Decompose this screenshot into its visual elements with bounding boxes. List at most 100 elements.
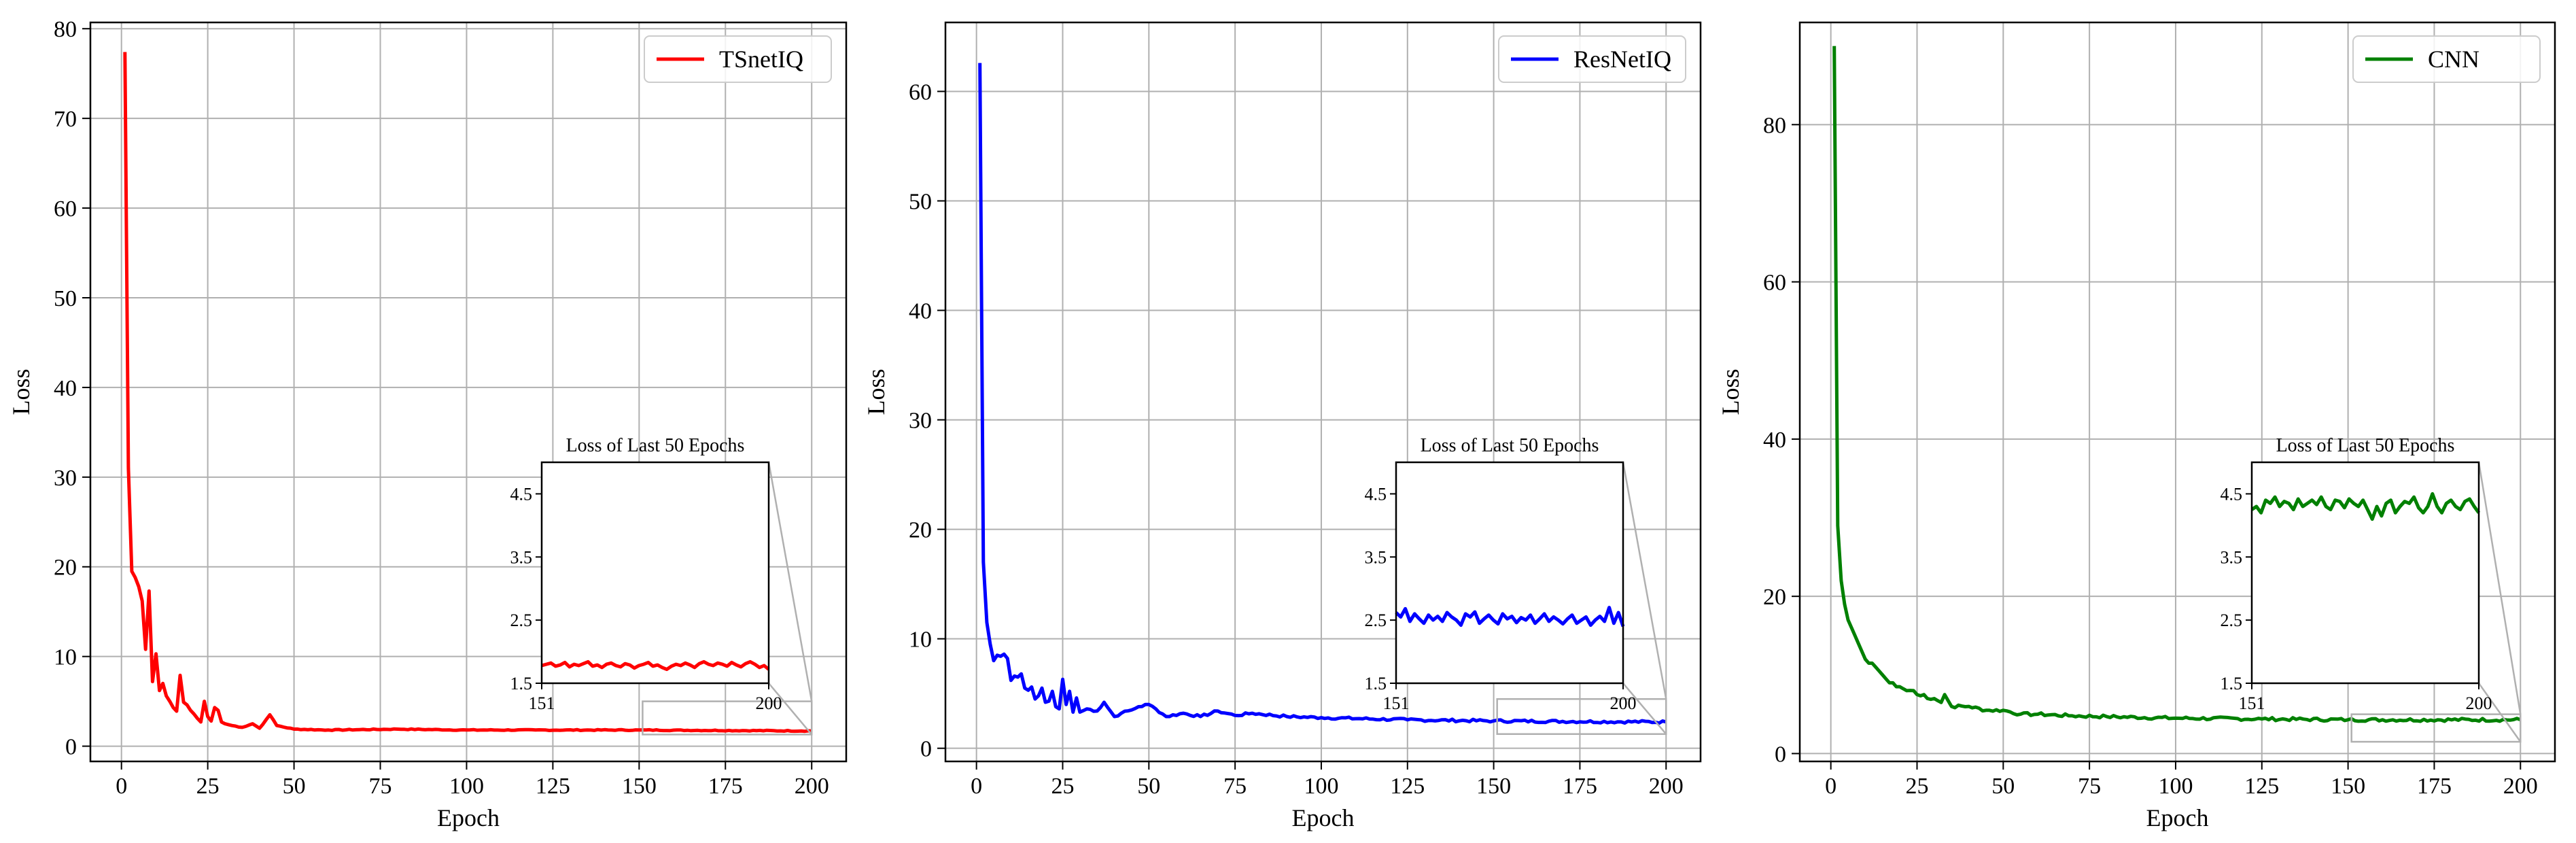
zoom-connector-line xyxy=(767,462,813,702)
inset-y-tick-label: 2.5 xyxy=(510,610,533,630)
zoom-connector-line xyxy=(2477,683,2522,742)
y-tick-label: 10 xyxy=(909,627,932,653)
y-tick-label: 70 xyxy=(54,107,77,132)
inset-y-tick-label: 4.5 xyxy=(1365,484,1387,504)
x-tick-label: 50 xyxy=(1137,774,1160,799)
x-tick-label: 100 xyxy=(2158,774,2193,799)
x-axis-label: Epoch xyxy=(1292,804,1355,831)
zoom-inset: 1.5 2.5 3.5 4.5 151 200 Loss of Last 50 Epochs xyxy=(2221,435,2522,743)
inset-x-tick-label: 151 xyxy=(529,693,555,713)
inset-frame xyxy=(540,461,770,685)
inset-y-tick-label: 4.5 xyxy=(510,484,533,504)
x-tick-label: 75 xyxy=(2078,774,2101,799)
plot-frame xyxy=(944,21,1702,763)
x-tick-label: 200 xyxy=(2503,774,2538,799)
inset-y-tick-label: 1.5 xyxy=(1365,674,1387,693)
zoom-inset: 1.5 2.5 3.5 4.5 151 200 Loss of Last 50 Epochs xyxy=(510,435,813,736)
inset-x-tick-label: 200 xyxy=(2466,693,2492,713)
x-tick-label: 150 xyxy=(2331,774,2365,799)
y-tick-label: 80 xyxy=(54,17,77,42)
zoom-connector-line xyxy=(2477,462,2522,715)
legend-box xyxy=(1498,35,1686,83)
y-tick-label: 80 xyxy=(1763,113,1786,138)
inset-title: Loss of Last 50 Epochs xyxy=(1421,435,1599,456)
legend: ResNetIQ xyxy=(1498,35,1686,83)
y-tick-label: 40 xyxy=(1763,428,1786,453)
x-tick-label: 125 xyxy=(2244,774,2279,799)
x-tick-label: 25 xyxy=(196,774,220,799)
x-tick-label: 100 xyxy=(449,774,484,799)
x-tick-label: 50 xyxy=(1991,774,2015,799)
y-tick-label: 0 xyxy=(1775,742,1786,767)
x-tick-label: 150 xyxy=(1476,774,1511,799)
inset-y-tick-label: 3.5 xyxy=(1365,547,1387,567)
x-tick-label: 175 xyxy=(1563,774,1597,799)
zoom-connector-line xyxy=(768,683,813,736)
inset-background xyxy=(2252,462,2479,683)
x-tick-label: 200 xyxy=(795,774,829,799)
y-tick-label: 30 xyxy=(909,409,932,434)
inset-title: Loss of Last 50 Epochs xyxy=(566,435,745,456)
x-tick-label: 150 xyxy=(622,774,657,799)
inset-x-tick-label: 151 xyxy=(2239,693,2265,713)
inset-y-tick-label: 2.5 xyxy=(2221,610,2243,630)
y-axis-label: Loss xyxy=(863,368,890,415)
inset-x-tick-label: 200 xyxy=(756,693,782,713)
tsnetiq-panel: 0 25 50 75 100 125 150 175 200 0 10 20 30 40 50 60 70 80 E… xyxy=(7,17,848,831)
x-tick-label: 125 xyxy=(1390,774,1425,799)
inset-x-tick-label: 200 xyxy=(1610,693,1637,713)
inset-y-tick-label: 3.5 xyxy=(510,547,533,567)
y-tick-label: 60 xyxy=(1763,271,1786,296)
x-tick-label: 25 xyxy=(1051,774,1074,799)
loss-series-line xyxy=(978,63,1667,725)
x-tick-label: 25 xyxy=(1905,774,1928,799)
x-tick-label: 175 xyxy=(2417,774,2452,799)
inset-background xyxy=(1396,462,1623,683)
y-tick-label: 0 xyxy=(920,737,932,762)
y-tick-label: 50 xyxy=(909,189,932,214)
inset-x-tick-label: 151 xyxy=(1383,693,1410,713)
loss-series-line xyxy=(1832,46,2522,723)
inset-y-tick-label: 1.5 xyxy=(2221,674,2243,693)
inset-title: Loss of Last 50 Epochs xyxy=(2276,435,2455,456)
y-tick-label: 40 xyxy=(909,299,932,324)
legend-box xyxy=(2352,35,2541,83)
cnn-panel: 0 25 50 75 100 125 150 175 200 0 20 40 60 80 Epoch Loss… xyxy=(1717,21,2556,831)
x-tick-label: 0 xyxy=(971,774,982,799)
legend-label: ResNetIQ xyxy=(1573,46,1671,73)
inset-background xyxy=(542,462,769,683)
zoom-region-box xyxy=(1496,698,1667,735)
x-tick-label: 75 xyxy=(369,774,392,799)
y-tick-label: 10 xyxy=(54,645,77,670)
inset-y-tick-label: 3.5 xyxy=(2221,547,2243,567)
zoom-inset: 1.5 2.5 3.5 4.5 151 200 Loss of Last 50 Epochs xyxy=(1365,435,1667,735)
plot-frame xyxy=(1798,21,2556,763)
x-tick-label: 200 xyxy=(1649,774,1684,799)
inset-frame xyxy=(1395,461,1624,685)
zoom-connector-line xyxy=(1622,462,1667,700)
y-tick-label: 20 xyxy=(1763,585,1786,610)
y-tick-label: 40 xyxy=(54,376,77,401)
y-tick-label: 20 xyxy=(909,518,932,543)
inset-y-tick-label: 2.5 xyxy=(1365,610,1387,630)
x-axis-label: Epoch xyxy=(437,804,500,831)
y-tick-label: 30 xyxy=(54,466,77,491)
inset-series-line xyxy=(541,659,770,672)
x-tick-label: 175 xyxy=(708,774,743,799)
y-tick-label: 20 xyxy=(54,555,77,581)
x-tick-label: 0 xyxy=(1825,774,1837,799)
inset-frame xyxy=(2250,461,2480,685)
resnetiq-panel: 0 25 50 75 100 125 150 175 200 0 10 20 30 40 50 60 Epoch… xyxy=(863,21,1702,831)
legend-box xyxy=(644,35,832,83)
legend-label: TSnetIQ xyxy=(719,46,803,73)
inset-series-line xyxy=(2250,492,2481,521)
y-tick-label: 50 xyxy=(54,286,77,311)
x-tick-label: 0 xyxy=(116,774,127,799)
plot-frame xyxy=(89,21,848,763)
zoom-region-box xyxy=(642,700,813,736)
legend: CNN xyxy=(2352,35,2541,83)
inset-y-tick-label: 1.5 xyxy=(510,674,533,693)
x-tick-label: 100 xyxy=(1304,774,1338,799)
y-tick-label: 0 xyxy=(65,735,77,760)
